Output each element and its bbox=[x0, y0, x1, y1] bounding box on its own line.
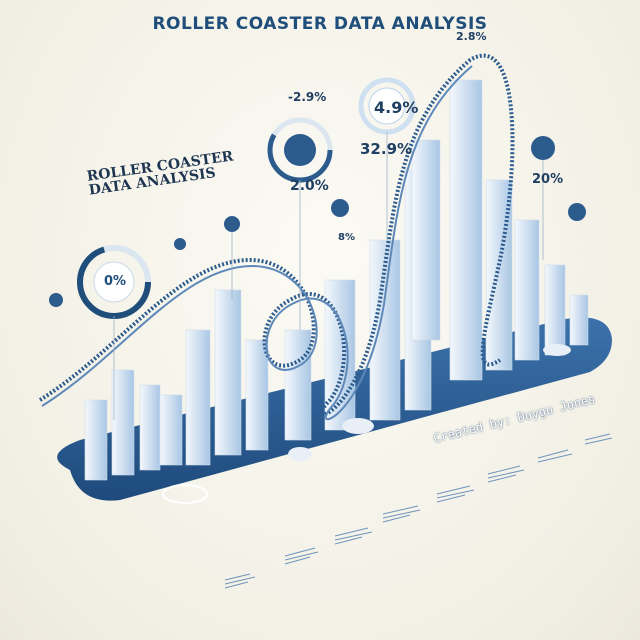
bar bbox=[485, 179, 513, 371]
floor-disc bbox=[288, 447, 312, 461]
floor-ring bbox=[162, 484, 208, 504]
label-small-mid: 8% bbox=[338, 232, 355, 243]
floor-disc bbox=[342, 418, 374, 434]
dot-marker bbox=[331, 199, 349, 217]
bar bbox=[185, 329, 211, 466]
dot-marker bbox=[49, 293, 63, 307]
floor-disc bbox=[543, 344, 571, 356]
coaster-track-rail bbox=[41, 65, 473, 421]
coaster-track bbox=[38, 53, 515, 417]
label-upper-left: -2.9% bbox=[288, 90, 327, 104]
dot-marker bbox=[224, 216, 240, 232]
bar bbox=[84, 399, 108, 481]
bar bbox=[544, 264, 566, 356]
bar-group bbox=[84, 79, 589, 481]
bar bbox=[284, 329, 312, 441]
mini-chart bbox=[224, 573, 256, 589]
leader-lines bbox=[113, 132, 544, 420]
bar bbox=[159, 394, 183, 466]
floor-mini-charts bbox=[224, 433, 613, 589]
mini-chart bbox=[382, 505, 421, 523]
mini-chart bbox=[284, 547, 319, 565]
label-mid-center: 32.9% bbox=[360, 140, 413, 158]
bar bbox=[569, 294, 589, 346]
label-top-right: 2.8% bbox=[456, 30, 487, 43]
mini-chart bbox=[487, 465, 525, 483]
page-title: ROLLER COASTER DATA ANALYSIS bbox=[152, 14, 488, 34]
bar bbox=[139, 384, 161, 471]
mini-chart bbox=[334, 527, 373, 545]
bar bbox=[449, 79, 483, 381]
mini-chart bbox=[584, 433, 613, 445]
bar bbox=[214, 289, 242, 456]
bar bbox=[411, 139, 441, 341]
label-small-left: 0% bbox=[104, 274, 127, 289]
gauge-circle bbox=[267, 117, 333, 183]
bar bbox=[245, 339, 269, 451]
label-right-side: 20% bbox=[532, 172, 564, 187]
dot-marker bbox=[568, 203, 586, 221]
dot-marker bbox=[531, 136, 555, 160]
bar bbox=[111, 369, 135, 476]
mini-chart bbox=[436, 485, 475, 503]
bar bbox=[514, 219, 540, 361]
label-mid-left: 2.0% bbox=[290, 178, 329, 194]
mini-chart bbox=[537, 449, 573, 463]
dot-marker bbox=[174, 238, 186, 250]
label-circle-big: 4.9% bbox=[374, 98, 419, 117]
